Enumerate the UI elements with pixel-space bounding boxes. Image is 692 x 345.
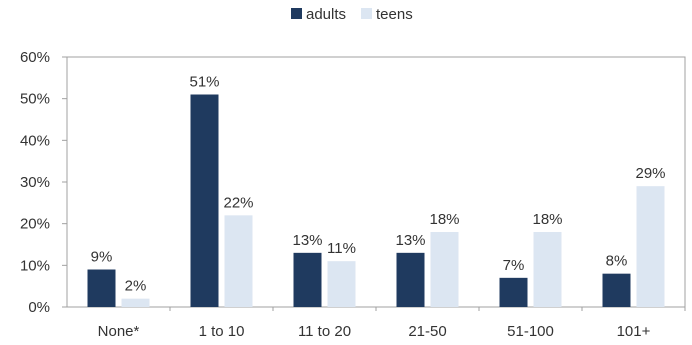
- bar-adults-11-to-20: [293, 252, 322, 307]
- legend-label-teens: teens: [376, 6, 413, 23]
- bar-teens-1-to-10: [224, 215, 253, 307]
- x-tick-label-11-to-20: 11 to 20: [298, 323, 351, 340]
- data-label-adults-11-to-20: 13%: [292, 232, 322, 249]
- bar-teens-11-to-20: [327, 261, 356, 307]
- bar-teens-51-100: [533, 232, 562, 307]
- legend-swatch-teens: [361, 8, 372, 19]
- data-label-teens-11-to-20: 11%: [327, 240, 356, 257]
- y-axis: 0% 10% 20% 30% 40% 50% 60%: [20, 49, 67, 316]
- data-label-adults-101: 8%: [606, 253, 628, 270]
- bar-adults-51-100: [499, 277, 528, 307]
- data-label-adults-none: 9%: [91, 249, 113, 266]
- data-label-adults-51-100: 7%: [503, 257, 525, 274]
- y-tick-label: 40%: [20, 132, 50, 149]
- legend: adults teens: [291, 6, 413, 23]
- data-labels: 9%2%51%22%13% 11% 13%18%7%18%8%29%: [91, 74, 666, 295]
- x-tick-label-21-50: 21-50: [408, 323, 446, 340]
- bar-teens-21-50: [430, 232, 459, 307]
- legend-label-adults: adults: [306, 6, 346, 23]
- x-axis: None* 1 to 10 11 to 20 21-50 51-100 101+: [98, 307, 686, 340]
- data-label-teens-51-100: 18%: [532, 211, 562, 228]
- y-tick-label: 30%: [20, 174, 50, 191]
- x-tick-label-1-to-10: 1 to 10: [199, 323, 245, 340]
- x-tick-label-51-100: 51-100: [507, 323, 554, 340]
- data-label-teens-none: 2%: [125, 278, 147, 295]
- y-tick-label: 10%: [20, 257, 50, 274]
- data-label-adults-21-50: 13%: [395, 232, 425, 249]
- bar-adults-1-to-10: [190, 94, 219, 307]
- y-tick-label: 50%: [20, 91, 50, 108]
- bar-adults-none: [87, 269, 116, 307]
- x-tick-label-101: 101+: [617, 323, 651, 340]
- data-label-teens-1-to-10: 22%: [223, 194, 253, 211]
- plot-area-border: [66, 56, 686, 308]
- legend-swatch-adults: [291, 8, 302, 19]
- data-label-teens-101: 29%: [635, 165, 665, 182]
- y-tick-label: 20%: [20, 216, 50, 233]
- bar-teens-101: [636, 186, 665, 307]
- bars: [87, 94, 665, 307]
- bar-teens-none: [121, 298, 150, 307]
- data-label-teens-21-50: 18%: [429, 211, 459, 228]
- x-tick-label-none: None*: [98, 323, 140, 340]
- bar-adults-21-50: [396, 252, 425, 307]
- data-label-adults-1-to-10: 51%: [189, 74, 219, 91]
- plot-frame: [66, 56, 686, 308]
- bar-adults-101: [602, 273, 631, 307]
- y-tick-label: 0%: [28, 299, 50, 316]
- y-tick-label: 60%: [20, 49, 50, 66]
